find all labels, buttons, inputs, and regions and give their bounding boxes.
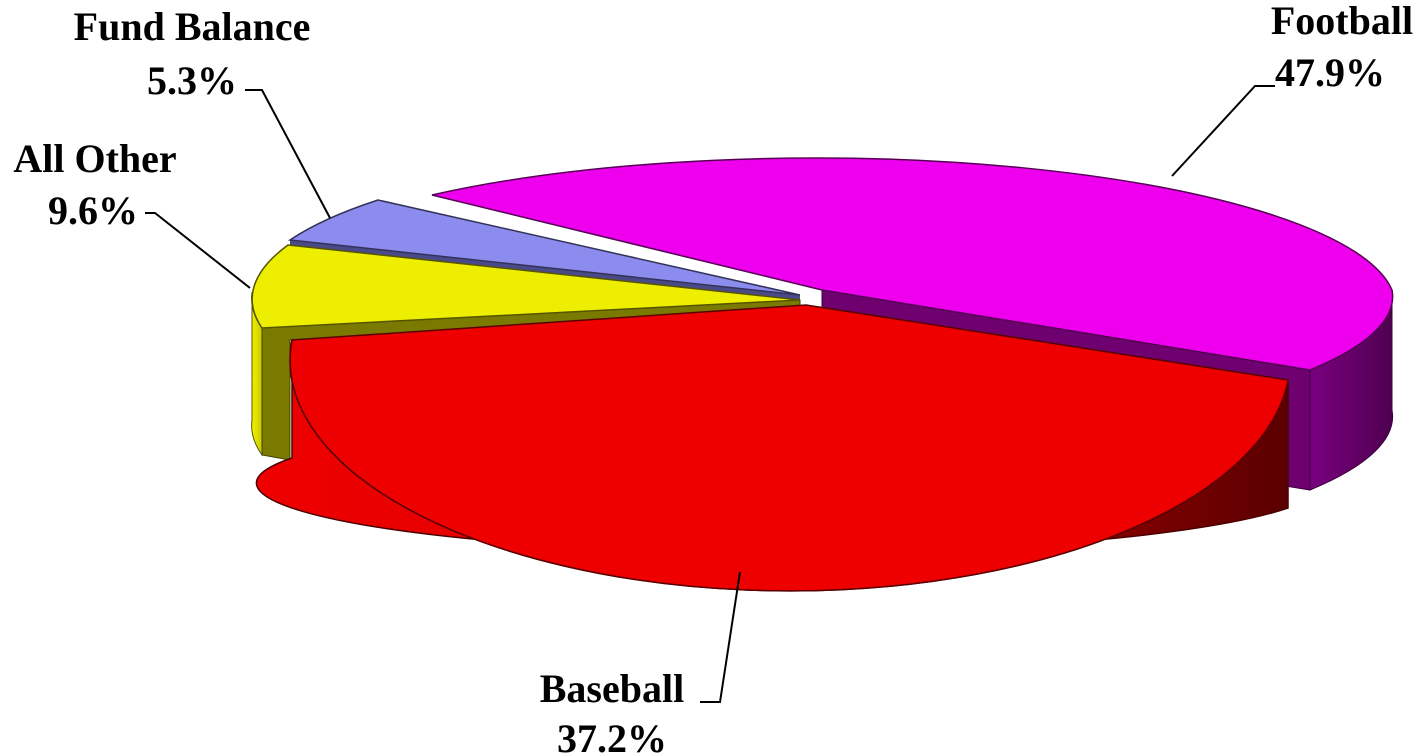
- label-baseball: Baseball: [540, 666, 684, 711]
- leader-line-baseball: [700, 571, 741, 703]
- slice-fund-balance-top: [287, 199, 801, 296]
- slice-all-other: [251, 244, 801, 461]
- value-all-other: 9.6%: [48, 188, 138, 233]
- label-fund-balance: Fund Balance: [74, 4, 311, 49]
- leader-line-fund-balance: [245, 89, 331, 219]
- slice-baseball: [255, 304, 1289, 592]
- value-football: 47.9%: [1275, 50, 1385, 95]
- value-fund-balance: 5.3%: [147, 58, 237, 103]
- leader-lines: [145, 85, 1275, 703]
- slice-football-top: [431, 157, 1394, 371]
- label-football: Football: [1271, 0, 1413, 43]
- leader-line-all-other: [145, 212, 251, 289]
- value-baseball: 37.2%: [557, 716, 667, 756]
- label-all-other: All Other: [13, 136, 176, 181]
- slice-all-other-top: [251, 244, 801, 329]
- leader-line-football: [1171, 85, 1275, 177]
- slice-baseball-top: [289, 304, 1289, 592]
